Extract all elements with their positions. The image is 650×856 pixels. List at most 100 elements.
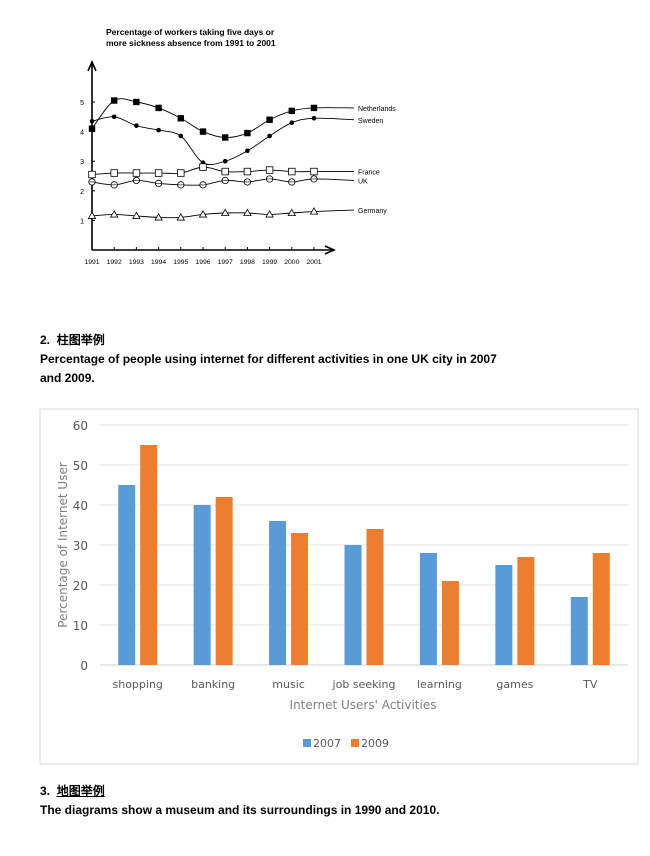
legend-label-netherlands: Netherlands (358, 106, 396, 113)
x-tick-label: 1997 (218, 259, 233, 266)
sweden-point (245, 148, 250, 154)
x-tick-label: music (272, 678, 305, 691)
netherlands-point (244, 129, 251, 137)
bar-chart-gridlines (100, 424, 628, 666)
sweden-point (178, 133, 184, 139)
series-sweden: Sweden (89, 114, 383, 166)
netherlands-point (222, 134, 229, 141)
line-chart-axes (87, 60, 336, 255)
germany-point (87, 211, 97, 219)
netherlands-point (310, 104, 318, 112)
france-point (154, 169, 163, 177)
y-tick-label: 40 (73, 499, 88, 513)
bar-chart-frame (39, 408, 639, 765)
bar-chart-labels: 0 10 20 30 40 50 60 shopping banking music job see… (73, 419, 598, 691)
sweden-point (156, 127, 161, 133)
x-tick-label: TV (582, 678, 598, 691)
y-tick-label: 2 (80, 189, 84, 196)
bar-chart-x-axis-title: Internet Users' Activities (290, 698, 437, 712)
germany-point (109, 210, 119, 218)
sweden-point (267, 133, 272, 139)
series-netherlands: Netherlands (88, 97, 396, 141)
netherlands-point (288, 107, 295, 115)
sickness-absence-line-chart: Percentage of workers taking five days o… (80, 27, 396, 266)
x-tick-label: 2001 (306, 259, 321, 266)
bar-chart-bars (118, 445, 610, 665)
legend-label-uk: UK (358, 178, 368, 185)
bar-TV-2009 (592, 553, 610, 665)
france-point (310, 167, 318, 176)
x-tick-label: shopping (113, 678, 163, 691)
y-tick-label: 20 (73, 579, 88, 593)
x-tick-label: banking (191, 678, 235, 691)
section-2-heading-text: 柱图举例 (56, 333, 105, 347)
x-tick-label: 1993 (129, 259, 144, 266)
france-point (88, 170, 96, 179)
y-axis-arrow-icon (87, 60, 97, 72)
section-2-title: Percentage of people using internet for … (40, 350, 600, 388)
section-3-number: 3. (40, 784, 51, 798)
series-uk: UK (88, 175, 368, 189)
germany-point (220, 208, 230, 216)
section-2-number: 2. (40, 333, 51, 347)
bar-job-seeking-2007 (344, 545, 362, 665)
germany-point (176, 213, 186, 221)
y-tick-label: 4 (80, 130, 84, 137)
netherlands-point (111, 97, 118, 104)
bar-TV-2007 (570, 597, 588, 665)
france-point (288, 167, 296, 176)
legend-swatch-2007 (303, 739, 311, 747)
netherlands-point (266, 116, 273, 123)
netherlands-point (199, 128, 207, 135)
netherlands-point (133, 98, 140, 106)
y-tick-label: 5 (80, 100, 84, 107)
bar-games-2007 (495, 565, 513, 665)
germany-point (132, 211, 141, 219)
y-tick-label: 1 (80, 218, 84, 225)
bar-banking-2009 (215, 497, 233, 665)
y-tick-label: 50 (73, 459, 88, 473)
x-tick-label: job seeking (332, 678, 396, 691)
germany-point (198, 210, 208, 218)
germany-point (243, 208, 252, 216)
section-2-title-line2: and 2009. (40, 371, 95, 385)
bar-learning-2007 (419, 553, 437, 665)
france-point (177, 169, 185, 177)
section-3-heading-text: 地图举例 (56, 784, 105, 798)
x-tick-label: 1998 (240, 259, 255, 266)
sweden-point (89, 118, 95, 124)
x-tick-label: 1992 (107, 259, 122, 266)
legend-swatch-2009 (351, 739, 359, 747)
legend-label-sweden: Sweden (358, 118, 383, 125)
bar-chart-y-axis-title: Percentage of Internet User (56, 462, 70, 628)
bar-shopping-2007 (118, 485, 136, 665)
france-point (243, 167, 252, 176)
series-france: France (88, 163, 380, 179)
x-axis-arrow-icon (324, 245, 336, 255)
x-tick-label: 1995 (173, 259, 188, 266)
france-point (132, 169, 141, 177)
section-2-heading: 2. 柱图举例 (40, 331, 105, 348)
sweden-point (134, 123, 139, 128)
germany-point (265, 210, 274, 218)
bar-shopping-2009 (140, 445, 158, 665)
bar-chart-legend: 2007 2009 (303, 737, 389, 750)
legend-label-2007: 2007 (313, 737, 341, 750)
x-tick-label: 1996 (195, 259, 210, 266)
france-point (199, 163, 207, 171)
y-tick-label: 60 (73, 419, 88, 433)
sweden-point (289, 120, 295, 126)
line-chart-ticks: 1 2 3 4 5 1991 1992 1993 1994 1995 1996 1997 1998 199… (80, 100, 322, 266)
x-tick-label: games (496, 678, 533, 691)
bar-banking-2007 (193, 505, 211, 665)
france-point (110, 169, 118, 177)
y-tick-label: 30 (73, 539, 88, 553)
y-tick-label: 0 (80, 659, 88, 673)
bar-job-seeking-2009 (366, 529, 384, 665)
x-tick-label: learning (417, 678, 462, 691)
legend-label-germany: Germany (358, 208, 387, 215)
france-point (265, 166, 274, 174)
bar-learning-2009 (441, 581, 459, 665)
legend-label-france: France (358, 170, 380, 177)
